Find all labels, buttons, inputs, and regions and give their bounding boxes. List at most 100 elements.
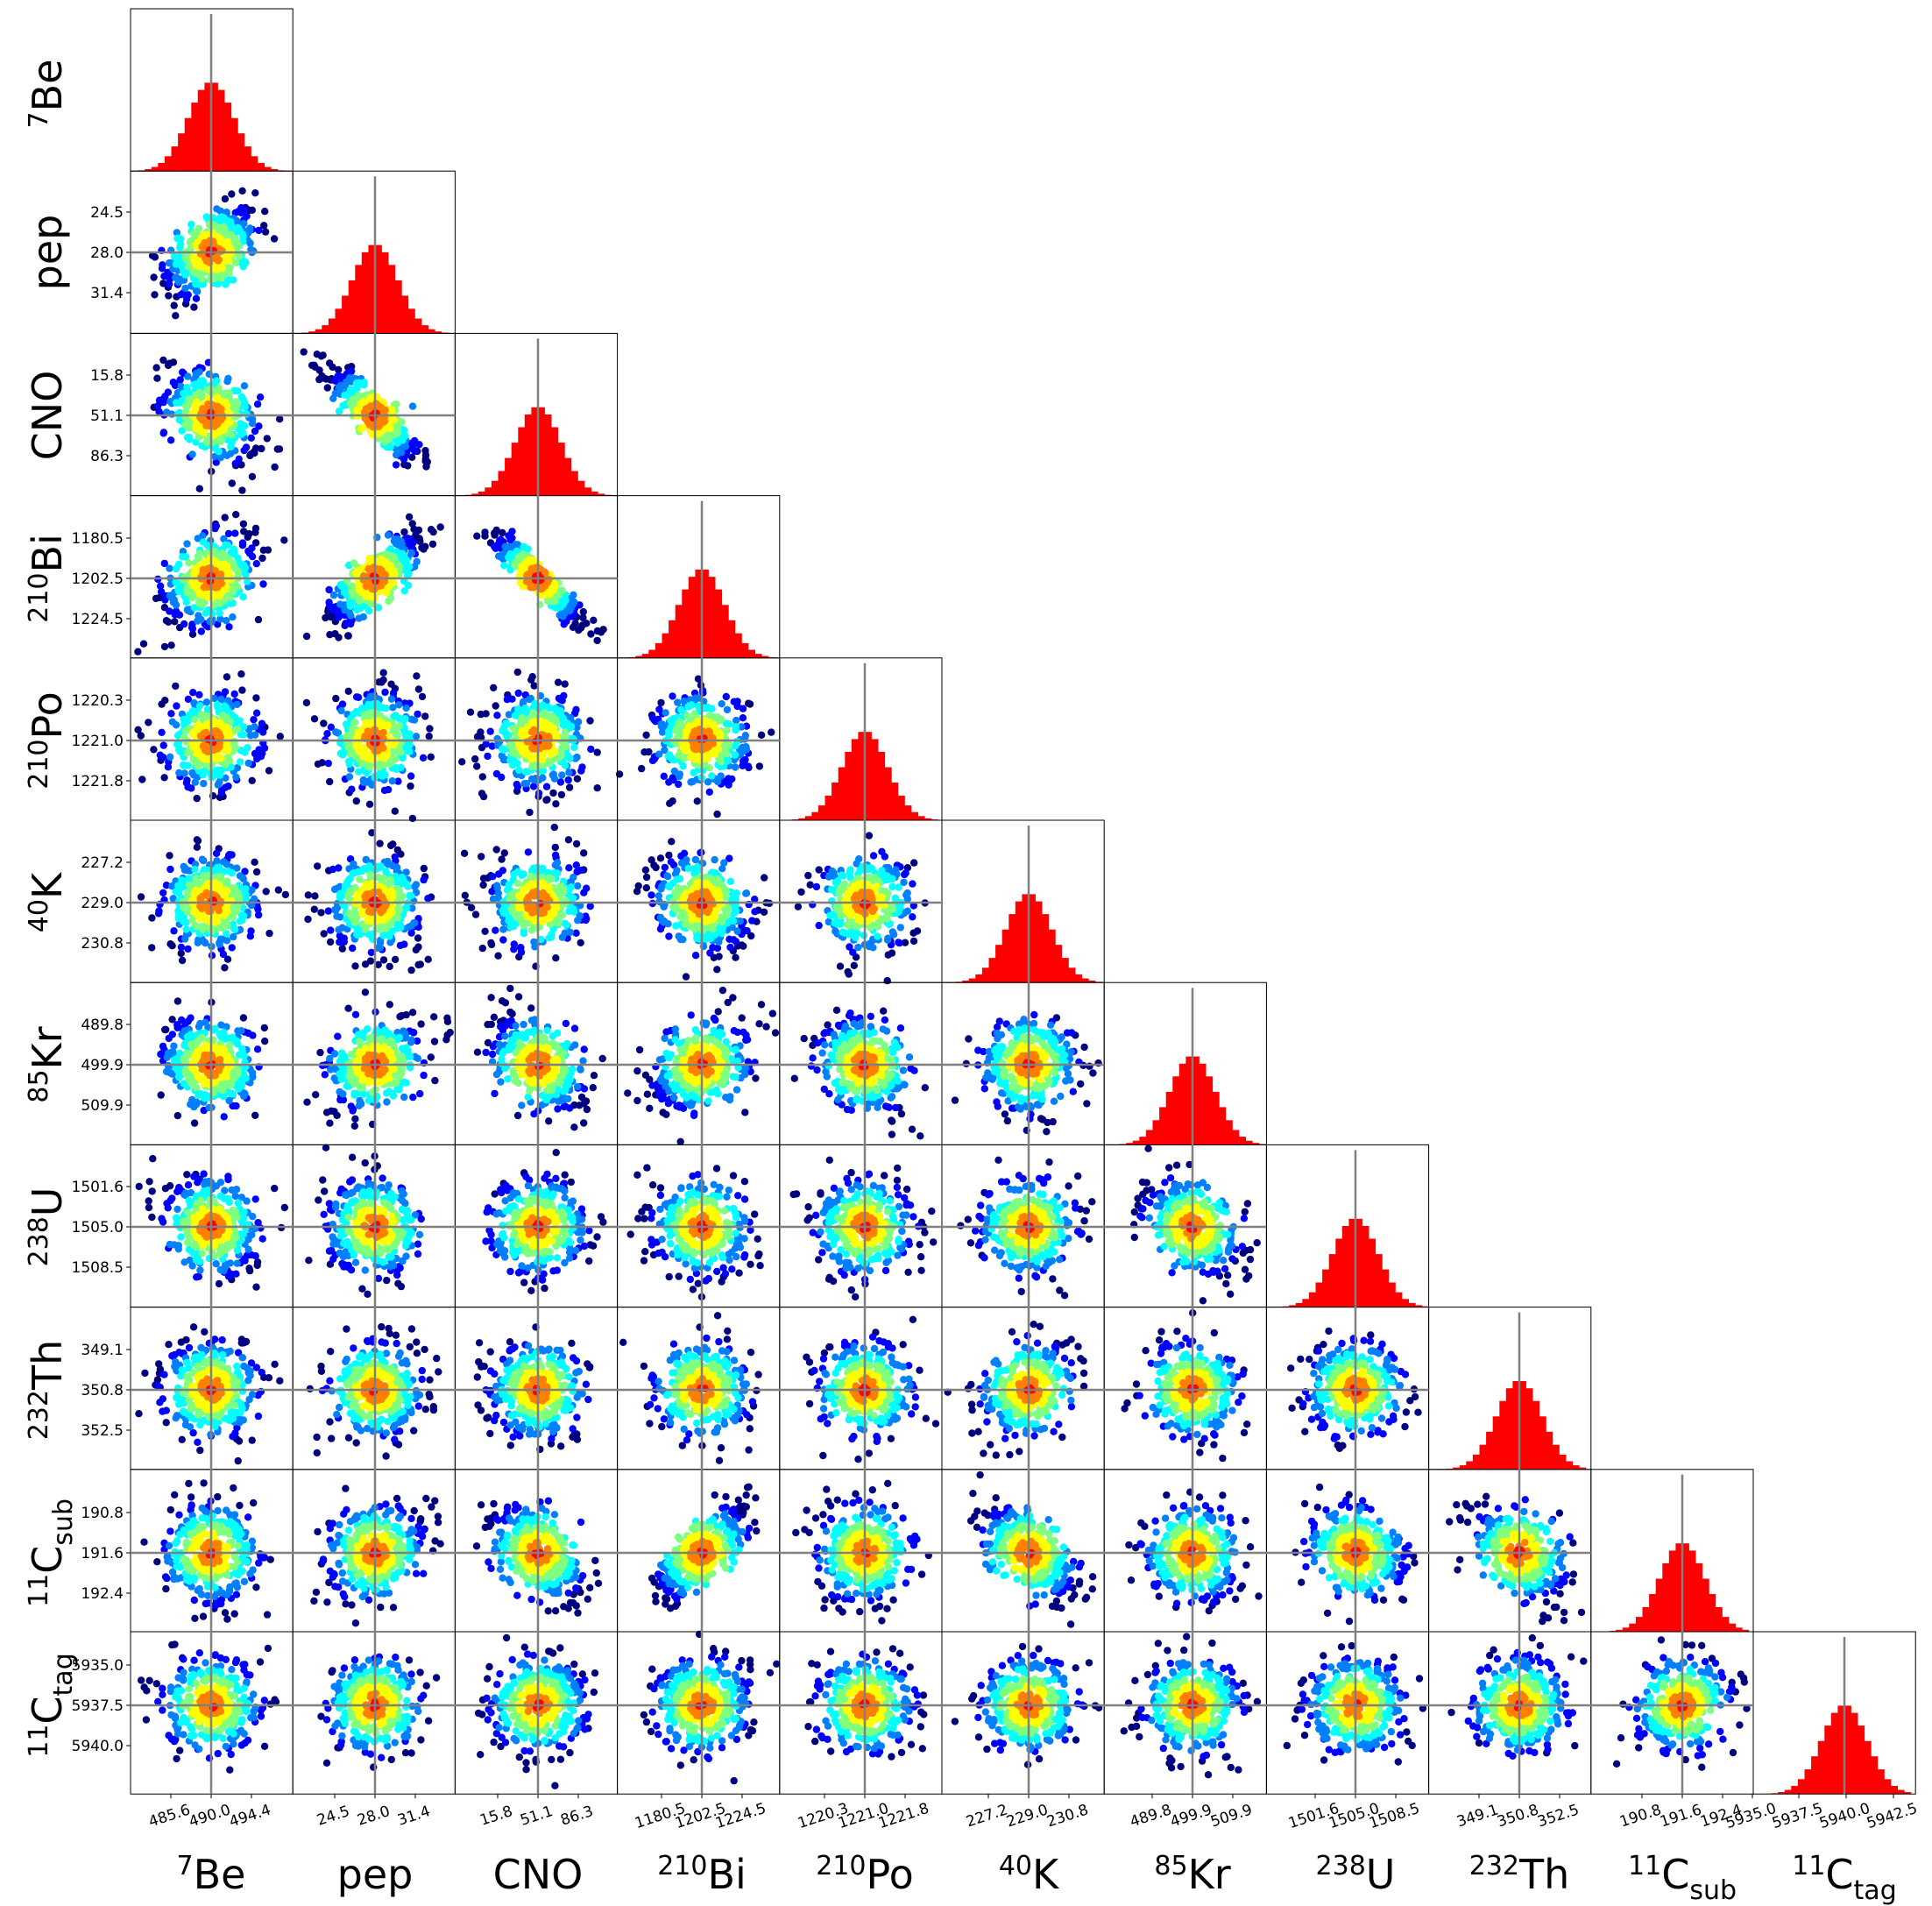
x-tick-label: 191.6 bbox=[1658, 1801, 1703, 1831]
histogram-bar bbox=[505, 458, 512, 496]
histogram-bar bbox=[1172, 1076, 1179, 1144]
histogram-bar bbox=[1643, 1607, 1650, 1632]
x-axis-label-Bi210: 210Bi bbox=[657, 1851, 747, 1898]
histogram-bar bbox=[1736, 1627, 1743, 1632]
histogram-bar bbox=[1480, 1445, 1487, 1470]
histogram-bar bbox=[1362, 1226, 1369, 1307]
histogram-bar bbox=[1885, 1779, 1892, 1794]
histogram-bar bbox=[1335, 1239, 1342, 1307]
scatter-panel-K40-vs-Bi210 bbox=[618, 820, 780, 982]
histogram-bar bbox=[1891, 1786, 1898, 1794]
histogram-bar bbox=[1049, 930, 1056, 983]
histogram-bar bbox=[1082, 979, 1089, 983]
y-tick-label: 15.8 bbox=[90, 367, 124, 385]
x-axis-label-pep: pep bbox=[337, 1851, 414, 1898]
x-tick-label: 51.1 bbox=[518, 1803, 555, 1830]
x-axis-label-Th232: 232Th bbox=[1469, 1851, 1570, 1898]
y-tick-label: 227.2 bbox=[81, 854, 124, 872]
histogram-bar bbox=[669, 620, 676, 658]
histogram-bar bbox=[818, 805, 825, 820]
histogram-bar bbox=[1069, 967, 1076, 982]
histogram-bar bbox=[1055, 945, 1062, 982]
histogram-bar bbox=[1865, 1741, 1872, 1795]
y-axis-label-pep: pep bbox=[24, 215, 71, 291]
histogram-bar bbox=[336, 308, 343, 333]
histogram-Po210 bbox=[780, 658, 942, 820]
histogram-bar bbox=[1329, 1254, 1336, 1307]
y-tick-label: 350.8 bbox=[81, 1382, 124, 1399]
histogram-bar bbox=[1636, 1617, 1643, 1632]
x-tick-label: 485.6 bbox=[146, 1801, 192, 1831]
histogram-bar bbox=[1075, 974, 1082, 982]
histogram-bar bbox=[885, 768, 892, 821]
y-tick-label: 190.8 bbox=[81, 1505, 124, 1522]
histogram-bar bbox=[1629, 1624, 1636, 1632]
histogram-bar bbox=[715, 590, 722, 658]
histogram-bar bbox=[1036, 902, 1043, 983]
scatter-panel-C11tag-vs-CNO bbox=[455, 1632, 617, 1794]
scatter-panel-Th232-vs-K40 bbox=[942, 1307, 1104, 1470]
x-tick-label: 15.8 bbox=[478, 1803, 514, 1830]
x-tick-label: 352.5 bbox=[1535, 1801, 1581, 1831]
histogram-bar bbox=[1239, 1137, 1246, 1144]
histogram-Bi210 bbox=[618, 496, 780, 658]
histogram-bar bbox=[748, 650, 755, 658]
histogram-bar bbox=[224, 103, 231, 171]
scatter-panel-Th232-vs-Kr85 bbox=[1104, 1307, 1266, 1470]
histogram-bar bbox=[1785, 1790, 1792, 1795]
histogram-bar bbox=[185, 118, 192, 172]
histogram-bar bbox=[198, 90, 205, 172]
x-tick-label: 509.9 bbox=[1208, 1801, 1254, 1831]
histogram-bar bbox=[655, 643, 662, 658]
y-tick-label: 5937.5 bbox=[72, 1697, 124, 1715]
histogram-bar bbox=[898, 796, 905, 820]
histogram-bar bbox=[1553, 1445, 1560, 1470]
histogram-bar bbox=[662, 634, 669, 658]
x-tick-label: 230.8 bbox=[1044, 1801, 1090, 1831]
y-tick-label: 499.9 bbox=[81, 1057, 124, 1074]
y-tick-label: 349.1 bbox=[81, 1342, 124, 1359]
histogram-bar bbox=[1226, 1120, 1233, 1144]
histogram-bar bbox=[1166, 1092, 1173, 1145]
x-axis-label-Kr85: 85Kr bbox=[1154, 1851, 1230, 1898]
histogram-bar bbox=[1302, 1299, 1309, 1307]
scatter-panel-C11sub-vs-Th232 bbox=[1429, 1470, 1591, 1632]
histogram-bar bbox=[1566, 1462, 1573, 1470]
scatter-panel-C11tag-vs-Kr85 bbox=[1104, 1632, 1266, 1794]
y-tick-label: 31.4 bbox=[90, 285, 124, 302]
histogram-bar bbox=[1369, 1239, 1376, 1307]
histogram-bar bbox=[191, 103, 198, 171]
histogram-bar bbox=[1539, 1416, 1546, 1470]
histogram-bar bbox=[571, 471, 578, 496]
histogram-bar bbox=[969, 979, 976, 983]
histogram-bar bbox=[1179, 1064, 1186, 1145]
histogram-bar bbox=[1016, 902, 1023, 983]
y-tick-label: 1221.8 bbox=[72, 773, 124, 790]
histogram-bar bbox=[499, 471, 506, 496]
histogram-bar bbox=[258, 163, 265, 171]
histogram-bar bbox=[1200, 1064, 1207, 1145]
scatter-panel-C11tag-vs-Th232 bbox=[1429, 1632, 1591, 1794]
histogram-bar bbox=[1824, 1725, 1831, 1794]
histogram-C11sub bbox=[1591, 1470, 1753, 1632]
histogram-bar bbox=[564, 458, 571, 496]
histogram-bar bbox=[518, 428, 525, 496]
histogram-bar bbox=[382, 252, 389, 334]
scatter-panel-Po210-vs-CNO bbox=[455, 658, 617, 820]
histogram-bar bbox=[989, 958, 996, 982]
x-tick-label: 490.0 bbox=[187, 1801, 232, 1831]
x-tick-label: 86.3 bbox=[558, 1803, 595, 1830]
y-tick-label: 192.4 bbox=[81, 1585, 124, 1603]
y-axis-label-Kr85: 85Kr bbox=[24, 1026, 71, 1102]
y-tick-label: 1508.5 bbox=[72, 1259, 124, 1277]
x-tick-label: 229.0 bbox=[1004, 1801, 1050, 1831]
scatter-panel-Th232-vs-CNO bbox=[455, 1307, 617, 1470]
histogram-bar bbox=[1818, 1741, 1825, 1795]
histogram-bar bbox=[1729, 1624, 1736, 1632]
histogram-bar bbox=[728, 620, 735, 658]
histogram-bar bbox=[852, 739, 859, 820]
y-axis-label-K40: 40K bbox=[24, 871, 71, 932]
histogram-bar bbox=[512, 443, 519, 495]
x-tick-label: 28.0 bbox=[355, 1803, 392, 1830]
